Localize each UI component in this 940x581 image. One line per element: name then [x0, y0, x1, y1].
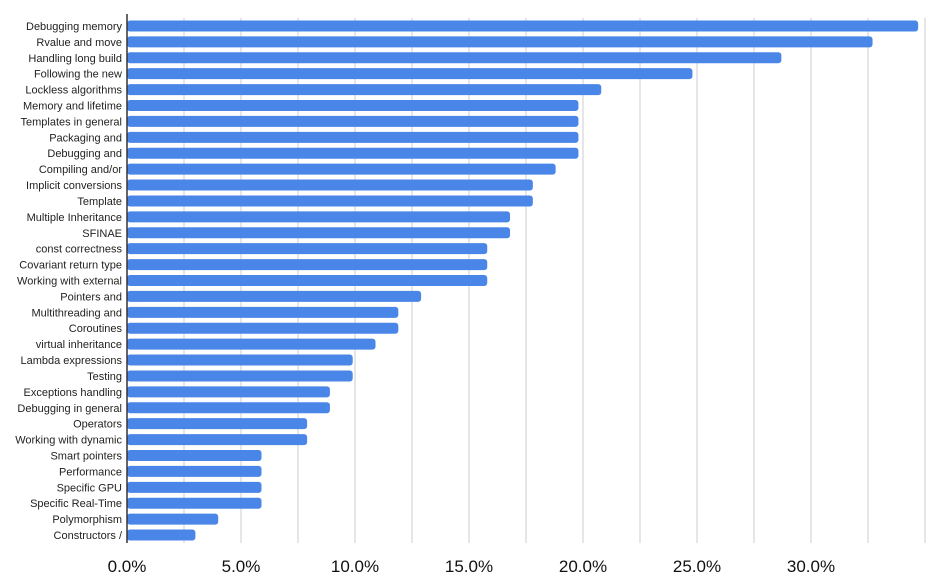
bars: [127, 20, 919, 541]
x-tick-labels: 0.0% 5.0% 10.0% 15.0% 20.0% 25.0% 30.0%: [108, 557, 835, 576]
bar: [127, 306, 399, 318]
x-tick-label: 5.0%: [222, 557, 261, 576]
x-tick-label: 20.0%: [559, 557, 607, 576]
category-label: Lockless algorithms: [25, 85, 122, 97]
category-label: Lambda expressions: [20, 355, 122, 367]
bar: [127, 68, 693, 80]
bar: [127, 497, 262, 509]
x-tick-label: 15.0%: [445, 557, 493, 576]
bar: [127, 243, 488, 255]
bar: [127, 322, 399, 334]
bar: [127, 115, 579, 127]
category-label: Rvalue and move: [36, 37, 122, 49]
category-label: Testing: [87, 371, 122, 383]
x-tick-label: 10.0%: [331, 557, 379, 576]
category-label: Handling long build: [28, 53, 122, 65]
category-label: Packaging and: [49, 132, 122, 144]
category-label: Operators: [73, 419, 122, 431]
bar: [127, 386, 330, 398]
bar: [127, 179, 533, 191]
bar: [127, 211, 511, 223]
x-tick-label: 30.0%: [787, 557, 835, 576]
category-label: Multiple Inheritance: [27, 212, 122, 224]
bar: [127, 195, 533, 207]
category-label: Implicit conversions: [26, 180, 122, 192]
bar: [127, 163, 556, 175]
category-label: Polymorphism: [52, 514, 122, 526]
x-tick-label: 0.0%: [108, 557, 147, 576]
category-label: SFINAE: [82, 228, 122, 240]
category-label: Debugging in general: [17, 403, 122, 415]
category-label: virtual inheritance: [36, 339, 122, 351]
bar: [127, 418, 308, 430]
bar: [127, 434, 308, 446]
bar: [127, 481, 262, 493]
bar: [127, 465, 262, 477]
category-label: Memory and lifetime: [23, 101, 122, 113]
bar: [127, 338, 376, 350]
bar: [127, 52, 782, 64]
bar: [127, 259, 488, 271]
bar: [127, 20, 919, 32]
bar: [127, 370, 353, 382]
bar: [127, 147, 579, 159]
category-label: Specific Real-Time: [30, 498, 122, 510]
category-label: Smart pointers: [50, 451, 122, 463]
bar: [127, 450, 262, 461]
category-label: Compiling and/or: [39, 164, 122, 176]
x-tick-label: 25.0%: [673, 557, 721, 576]
category-label: Multithreading and: [31, 307, 122, 319]
bar: [127, 529, 196, 541]
bar: [127, 513, 219, 525]
category-label: Following the new: [34, 69, 122, 81]
category-label: Debugging memory: [26, 21, 122, 33]
bar: [127, 84, 602, 96]
bar: [127, 227, 511, 239]
bar: [127, 402, 330, 414]
bar: [127, 100, 579, 111]
bar: [127, 131, 579, 143]
category-label: Specific GPU: [57, 482, 122, 494]
category-label: Exceptions handling: [24, 387, 122, 399]
category-label: const correctness: [36, 244, 123, 256]
category-label: Templates in general: [20, 116, 122, 128]
category-label: Pointers and: [60, 291, 122, 303]
bar: [127, 290, 422, 302]
category-label: Performance: [59, 466, 122, 478]
category-label: Covariant return type: [19, 260, 122, 272]
category-label: Coroutines: [69, 323, 123, 335]
category-label: Constructors /: [54, 530, 123, 542]
bar: [127, 354, 353, 366]
category-label: Debugging and: [47, 148, 122, 160]
category-labels: Debugging memory Rvalue and move Handling …: [15, 21, 123, 542]
category-label: Working with dynamic: [15, 435, 122, 447]
category-label: Template: [77, 196, 122, 208]
category-label: Working with external: [17, 276, 122, 288]
bar: [127, 36, 873, 48]
bar: [127, 275, 488, 286]
